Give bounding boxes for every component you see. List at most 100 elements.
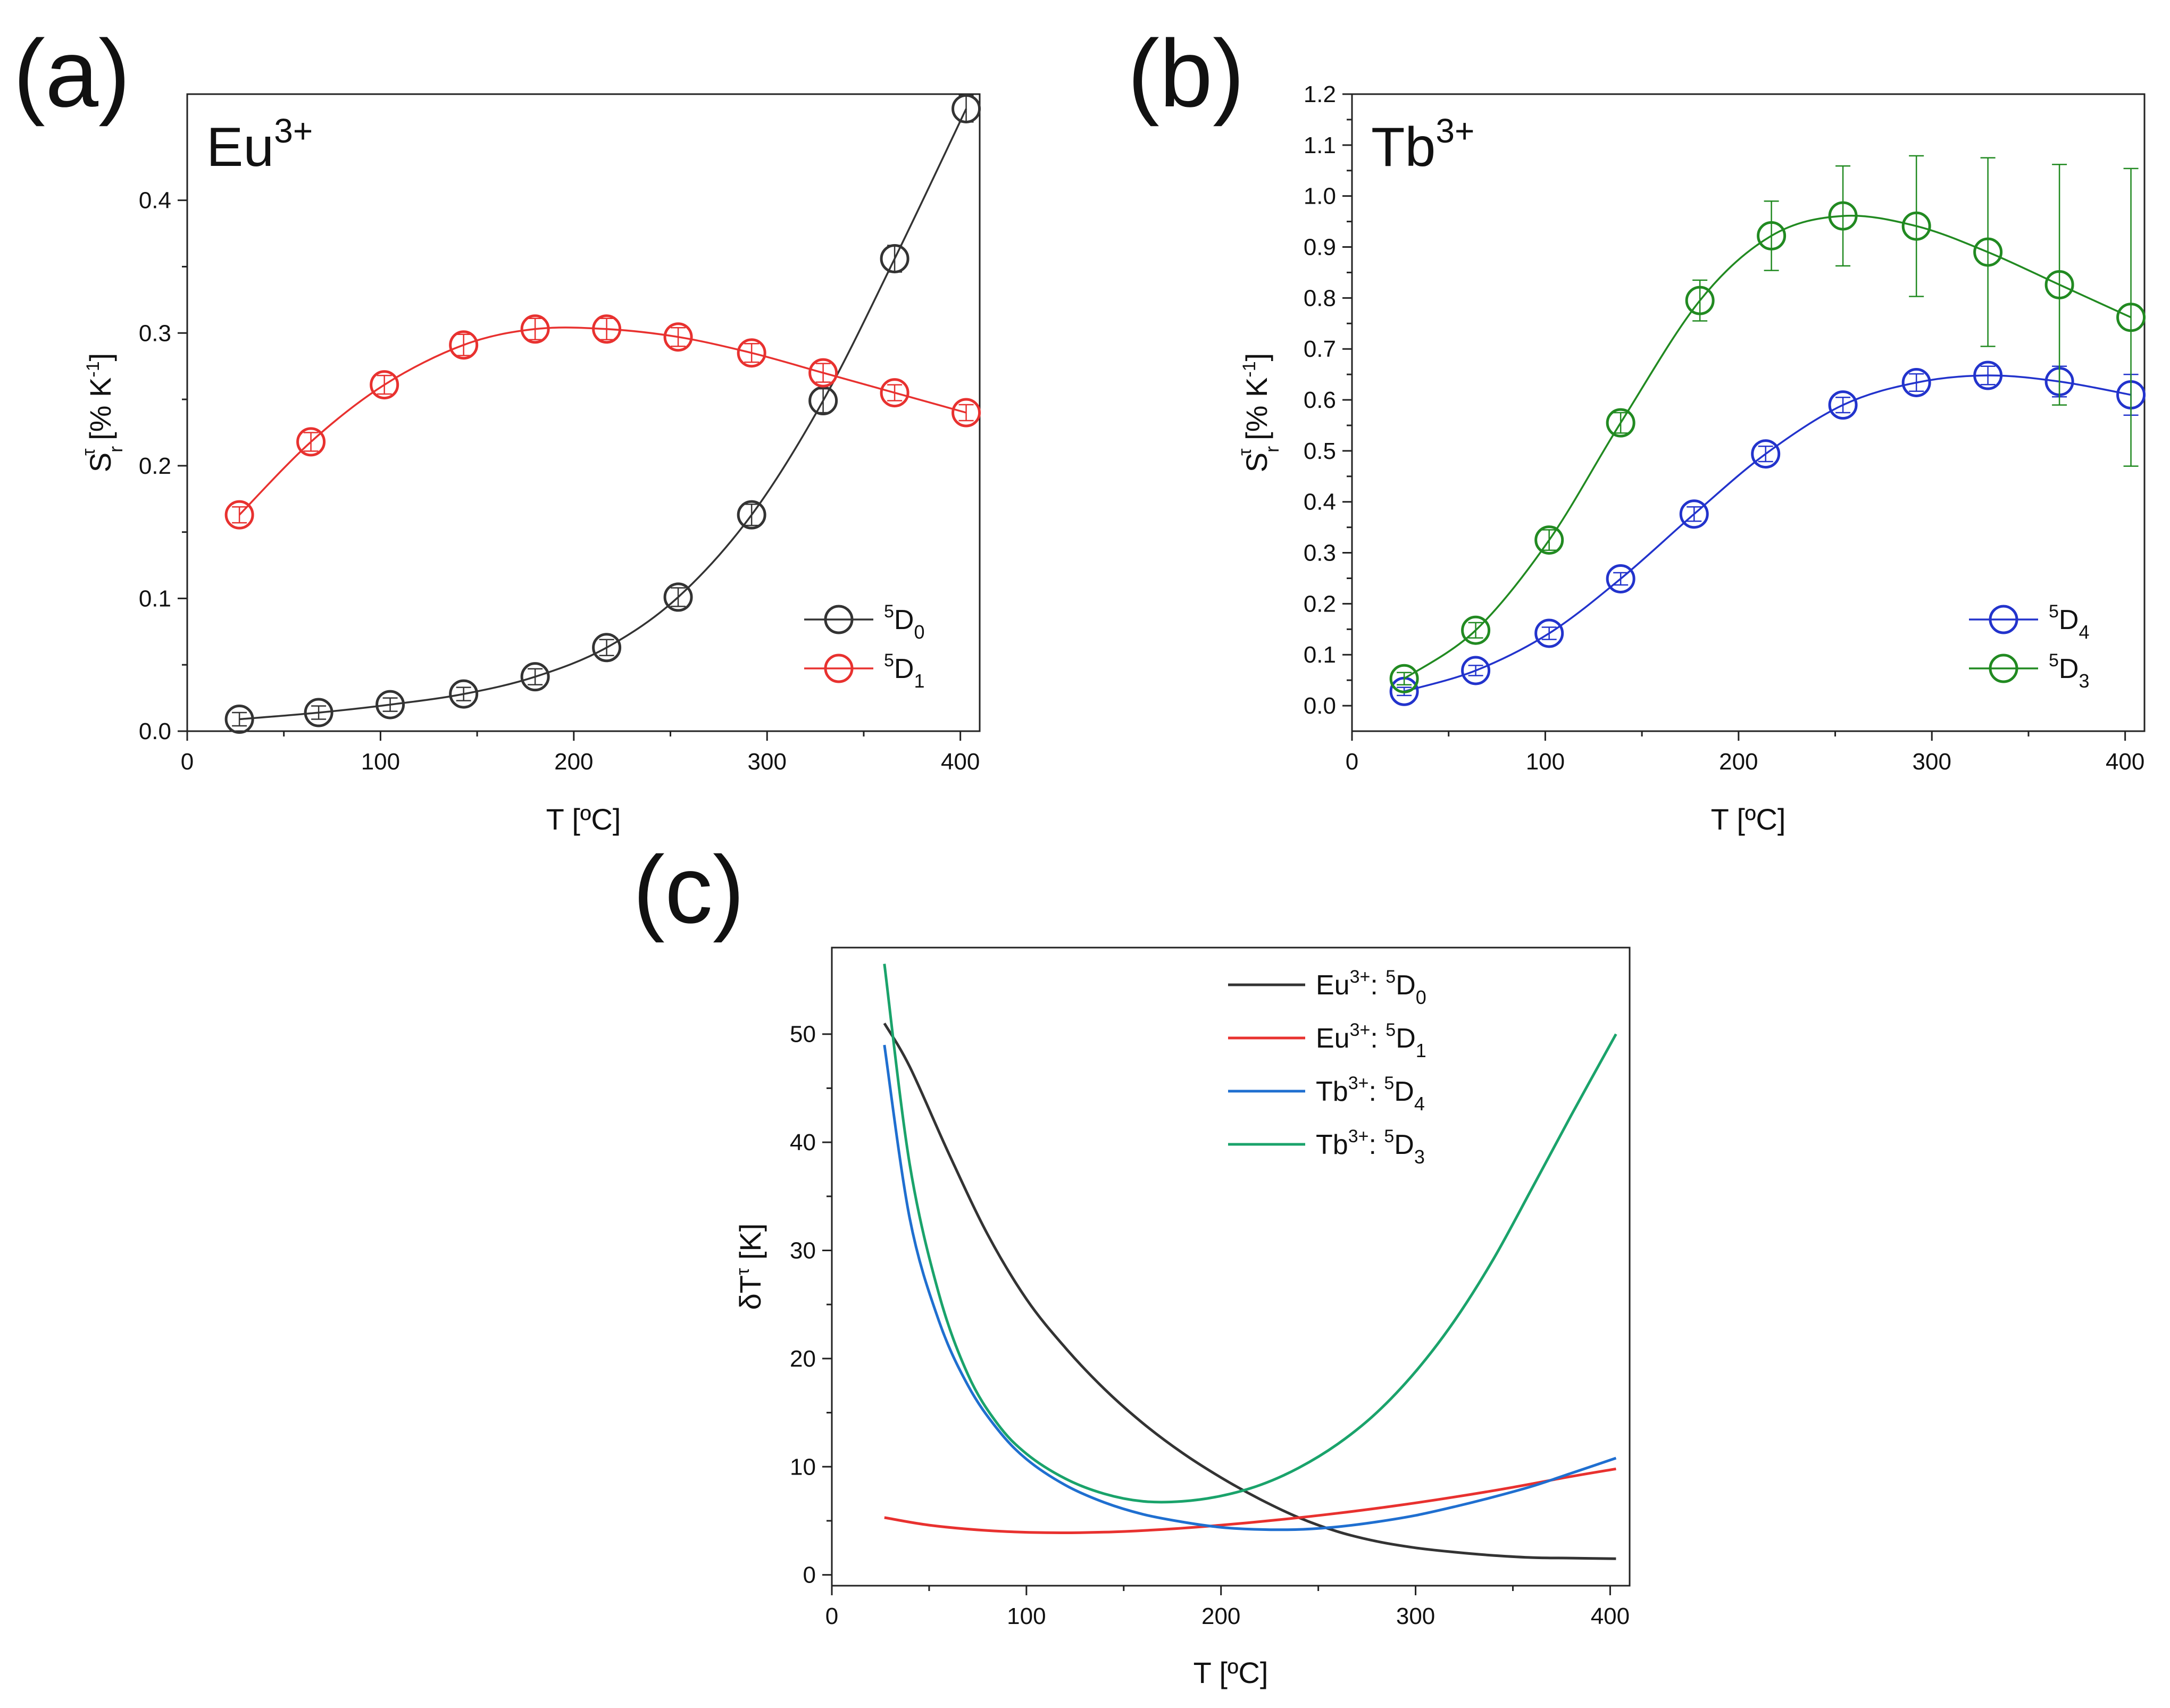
legend-label-c-2: Tb3+: 5D4: [1316, 1073, 1425, 1115]
data-point: [1828, 165, 1858, 267]
y-tick-label-b: 0.9: [1304, 235, 1336, 261]
series-line: [883, 1023, 1616, 1560]
data-point: [1461, 656, 1491, 685]
legend-label-c-0-charge: 3+: [1350, 967, 1371, 987]
x-tick-label-b: 100: [1526, 749, 1565, 775]
data-point: [1828, 390, 1858, 420]
x-tick-label-b: 200: [1719, 749, 1758, 775]
marker: [1534, 525, 1564, 555]
legend-label-a-1-sub: 1: [914, 670, 924, 692]
marker: [1606, 408, 1635, 438]
x-tick-label-b: 400: [2106, 749, 2144, 775]
y-tick-label-b: 0.5: [1304, 438, 1336, 464]
data-point: [370, 370, 399, 400]
marker: [449, 330, 479, 360]
legend-label-c-3-pre: 5: [1384, 1126, 1394, 1146]
data-point: [375, 690, 405, 719]
data-point: [1901, 155, 1931, 297]
y-tick-label-c: 40: [790, 1129, 816, 1156]
marker: [224, 500, 254, 530]
y-tick-label-b: 0.2: [1304, 591, 1336, 617]
panel-letter-c: (c): [633, 836, 745, 943]
y-axis-label-a: Srτ [% K-1]: [79, 353, 127, 472]
marker: [1901, 211, 1931, 241]
data-point: [592, 633, 622, 663]
x-tick-label-a: 400: [941, 749, 980, 775]
marker: [1751, 439, 1781, 469]
data-point: [1606, 564, 1635, 593]
panel-letter-a: (a): [13, 20, 130, 127]
ion-label-a-symbol: Eu: [206, 116, 274, 178]
y-tick-label-a: 0.1: [139, 585, 171, 612]
marker: [370, 370, 399, 400]
ion-label-b-symbol: Tb: [1371, 116, 1435, 178]
series-line: [238, 326, 967, 516]
x-tick-label-c: 400: [1591, 1603, 1630, 1629]
data-point: [1389, 664, 1419, 693]
marker: [2044, 270, 2074, 299]
legend-label-b-0: 5D4: [2049, 601, 2090, 643]
marker: [449, 679, 479, 709]
series-line: [883, 964, 1617, 1504]
data-point: [737, 500, 766, 530]
x-tick-label-a: 100: [361, 749, 400, 775]
data-point: [520, 314, 550, 344]
x-tick-label-c: 100: [1007, 1603, 1046, 1629]
x-tick-label-c: 0: [825, 1603, 838, 1629]
legend-label-c-0-main: D: [1396, 970, 1416, 1001]
legend-label-c-3-main: D: [1394, 1129, 1414, 1160]
y-axis-label-c: δTτ [K]: [733, 1224, 767, 1310]
marker: [663, 322, 693, 352]
legend-label-a-0-pre: 5: [884, 601, 894, 622]
legend-label-a-0: 5D0: [884, 601, 925, 643]
marker: [1461, 656, 1491, 685]
y-tick-label-a: 0.2: [139, 453, 171, 479]
panel-letter-b: (b): [1128, 20, 1245, 127]
series-line: [239, 108, 967, 721]
marker: [1461, 615, 1491, 645]
x-tick-label-a: 200: [554, 749, 593, 775]
x-tick-label-c: 200: [1201, 1603, 1240, 1629]
y-tick-label-b: 0.8: [1304, 285, 1336, 311]
series-c-D3: [883, 964, 1617, 1504]
legend-label-b-0-main: D: [2059, 605, 2079, 635]
marker: [1389, 664, 1419, 693]
marker: [880, 378, 909, 408]
legend-label-c-1: Eu3+: 5D1: [1316, 1020, 1426, 1061]
data-point: [520, 662, 550, 692]
y-axis-label-b: Srτ [% K-1]: [1235, 353, 1283, 472]
data-point: [737, 338, 766, 368]
x-tick-label-b: 300: [1913, 749, 1951, 775]
marker: [1757, 221, 1787, 250]
legend-label-a-0-main: D: [894, 605, 914, 635]
series-a-D1: [224, 314, 981, 530]
legend-label-c-0-ion: Eu: [1316, 970, 1350, 1001]
x-tick-label-b: 0: [1346, 749, 1358, 775]
legend-label-b-1: 5D3: [2049, 650, 2090, 692]
marker: [737, 500, 766, 530]
legend-label-c-3-charge: 3+: [1348, 1126, 1369, 1146]
legend-label-c-1-ion: Eu: [1316, 1023, 1350, 1054]
data-point: [449, 679, 479, 709]
legend-label-c-3-ion: Tb: [1316, 1129, 1348, 1160]
marker: [224, 705, 254, 734]
data-point: [952, 398, 981, 428]
legend-label-a-0-sub: 0: [914, 621, 924, 643]
data-point: [880, 378, 909, 408]
marker: [592, 314, 622, 344]
data-point: [2116, 168, 2146, 467]
legend-marker: [1989, 605, 2018, 634]
y-tick-label-a: 0.0: [139, 718, 171, 744]
marker: [304, 698, 333, 727]
marker: [1901, 367, 1931, 397]
data-point: [1901, 367, 1931, 397]
legend-label-b-1-pre: 5: [2049, 650, 2059, 671]
legend-label-b-1-sub: 3: [2079, 670, 2089, 692]
marker: [520, 314, 550, 344]
data-point: [1534, 618, 1564, 648]
legend-label-b-1-main: D: [2059, 654, 2079, 684]
